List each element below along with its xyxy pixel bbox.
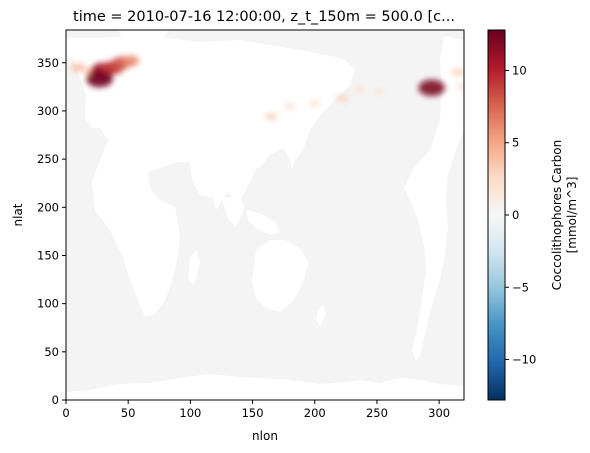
y-tick-label: 250: [37, 152, 59, 166]
x-tick-label: 100: [179, 406, 201, 420]
hotspot-cell: [309, 99, 321, 107]
land-india: [222, 196, 244, 228]
hotspot-cell: [456, 83, 464, 91]
y-tick-label: 200: [37, 200, 59, 214]
land-australia: [252, 240, 308, 312]
hotspot-cell: [373, 88, 385, 96]
y-tick-label: 150: [37, 248, 59, 262]
land-indonesia: [246, 210, 280, 235]
colorbar-tick-label: −5: [512, 280, 529, 294]
land-antarctica: [66, 374, 464, 400]
x-tick-label: 50: [121, 406, 136, 420]
hotspot-cell: [335, 94, 349, 103]
colorbar-label-line1: Coccolithophores Carbon: [550, 140, 564, 291]
y-axis-label: nlat: [11, 203, 25, 226]
land-americas: [404, 36, 464, 362]
y-tick-label: 100: [37, 297, 59, 311]
plot-frame: [65, 29, 465, 401]
hotspot-cell: [122, 55, 140, 67]
hotspot-cell: [418, 79, 445, 96]
colorbar-tick-label: 5: [512, 136, 519, 150]
colorbar: [487, 29, 506, 401]
hotspot-cell: [264, 112, 278, 121]
y-tick-label: 350: [37, 56, 59, 70]
land-greenland: [118, 30, 170, 42]
y-tick-label: 300: [37, 104, 59, 118]
colorbar-label-line2: [mmol/m^3]: [565, 177, 579, 254]
colorbar-tick-label: 10: [512, 63, 527, 77]
y-axis-ticks: 0 50 100 150 200 250 300 350: [37, 56, 66, 407]
x-tick-label: 200: [304, 406, 326, 420]
y-tick-label: 50: [44, 345, 59, 359]
map-field: [66, 30, 464, 400]
chart-title: time = 2010-07-16 12:00:00, z_t_150m = 5…: [73, 9, 455, 25]
x-tick-label: 300: [428, 406, 450, 420]
hotspot-cell: [71, 63, 86, 72]
x-axis-ticks: 0 50 100 150 200 250 300: [62, 400, 450, 420]
x-tick-label: 150: [242, 406, 264, 420]
land-arabia: [190, 162, 222, 198]
colorbar-tick-label: −10: [512, 353, 536, 367]
hotspot-cell: [451, 68, 464, 77]
x-axis-label: nlon: [252, 429, 278, 443]
anomaly-hotspots: [71, 55, 464, 121]
land-mask: [66, 30, 464, 400]
x-tick-label: 0: [62, 406, 69, 420]
land-new-zealand: [316, 305, 326, 326]
hotspot-cell: [284, 102, 296, 110]
land-madagascar: [188, 250, 200, 285]
x-tick-label: 250: [366, 406, 388, 420]
y-tick-label: 0: [52, 393, 59, 407]
colorbar-tick-label: 0: [512, 208, 519, 222]
hotspot-cell: [86, 70, 113, 88]
land-japan: [292, 82, 303, 102]
hotspot-cell: [354, 86, 365, 94]
colorbar-ticks: −10 −5 0 5 10: [505, 63, 536, 367]
